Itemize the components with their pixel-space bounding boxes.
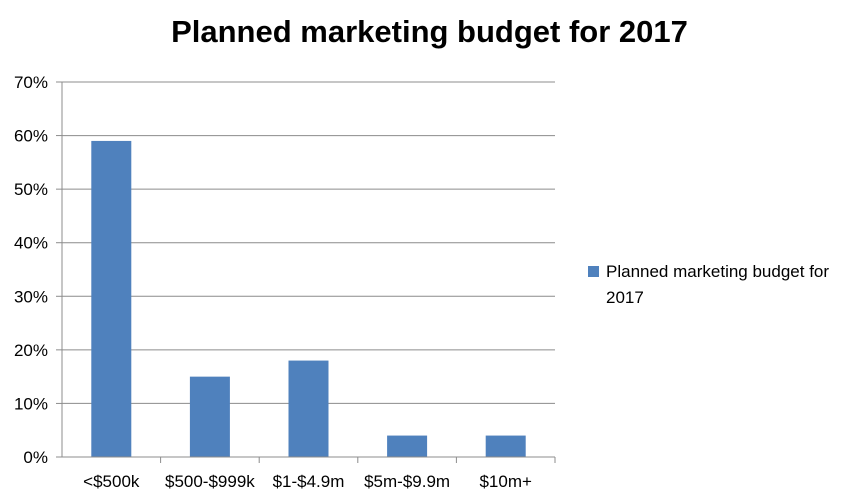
axes <box>56 81 556 463</box>
x-tick-label: $1-$4.9m <box>273 472 345 491</box>
y-tick-label: 10% <box>14 394 48 413</box>
x-tick-label: $5m-$9.9m <box>364 472 450 491</box>
legend-label: Planned marketing budget for 2017 <box>606 262 830 307</box>
y-tick-label: 70% <box>14 73 48 92</box>
y-tick-labels: 0% 10% 20% 30% 40% 50% 60% 70% <box>14 73 48 467</box>
bar <box>91 140 132 457</box>
y-tick-label: 30% <box>14 287 48 306</box>
bar <box>485 435 526 457</box>
x-tick-label: $10m+ <box>479 472 532 491</box>
gridlines <box>62 81 555 404</box>
legend: Planned marketing budget for 2017 <box>588 259 858 311</box>
bar <box>189 376 230 457</box>
bar <box>288 360 329 457</box>
y-tick-label: 20% <box>14 341 48 360</box>
x-tick-label: <$500k <box>83 472 140 491</box>
y-tick-label: 50% <box>14 180 48 199</box>
bar <box>387 435 428 457</box>
y-tick-label: 40% <box>14 234 48 253</box>
bars <box>91 140 526 457</box>
chart-title: Planned marketing budget for 2017 <box>171 14 688 49</box>
y-tick-label: 0% <box>23 448 48 467</box>
y-tick-label: 60% <box>14 127 48 146</box>
x-tick-labels: <$500k $500-$999k $1-$4.9m $5m-$9.9m $10m+ <box>83 472 532 491</box>
x-tick-label: $500-$999k <box>165 472 255 491</box>
legend-swatch <box>588 266 599 277</box>
